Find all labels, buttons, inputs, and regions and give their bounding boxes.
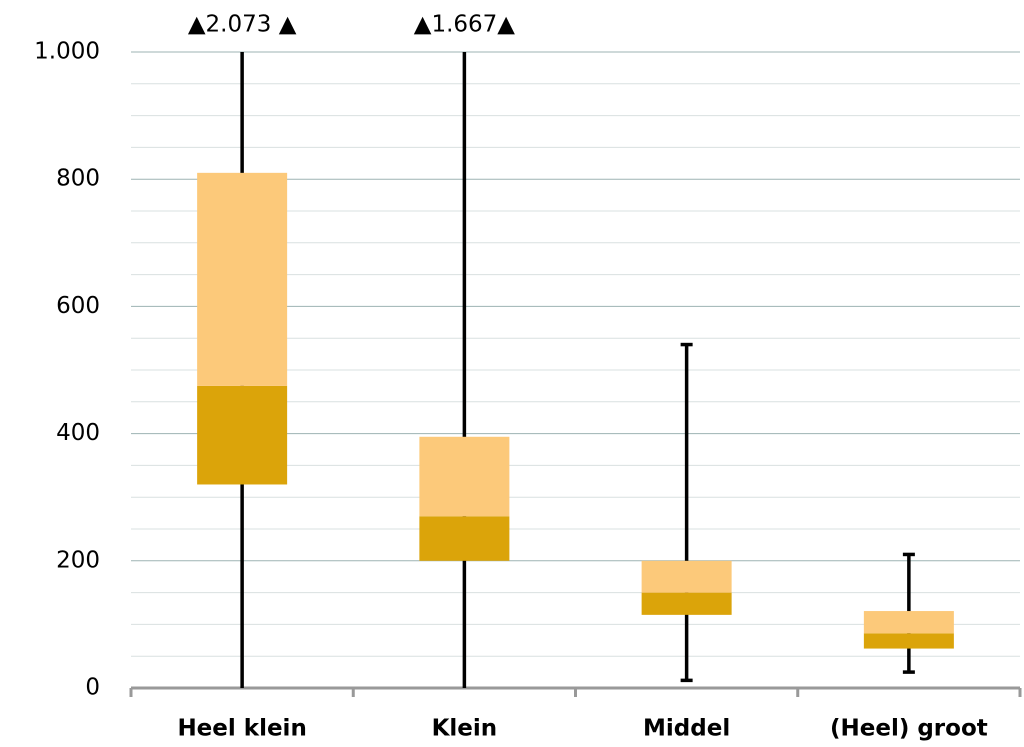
box-upper [863,611,954,634]
box-lower [419,516,510,561]
box-upper [641,560,732,593]
y-tick-label: 200 [56,547,100,573]
box-upper [197,172,288,386]
x-tick-label: Heel klein [177,716,306,742]
box-lower [641,592,732,615]
y-tick-label: 0 [85,675,100,701]
box-lower [197,385,288,485]
max-label: ▲1.667▲ [414,12,516,38]
x-tick-label: (Heel) groot [830,716,988,742]
x-tick-label: Klein [432,716,498,742]
box-upper [419,436,510,517]
y-tick-label: 400 [56,420,100,446]
max-label: ▲2.073 ▲ [188,12,297,38]
box-lower [863,633,954,649]
y-tick-label: 1.000 [34,39,100,65]
plot-area [197,52,954,688]
y-tick-label: 800 [56,166,100,192]
x-tick-label: Middel [643,716,730,742]
y-tick-label: 600 [56,293,100,319]
